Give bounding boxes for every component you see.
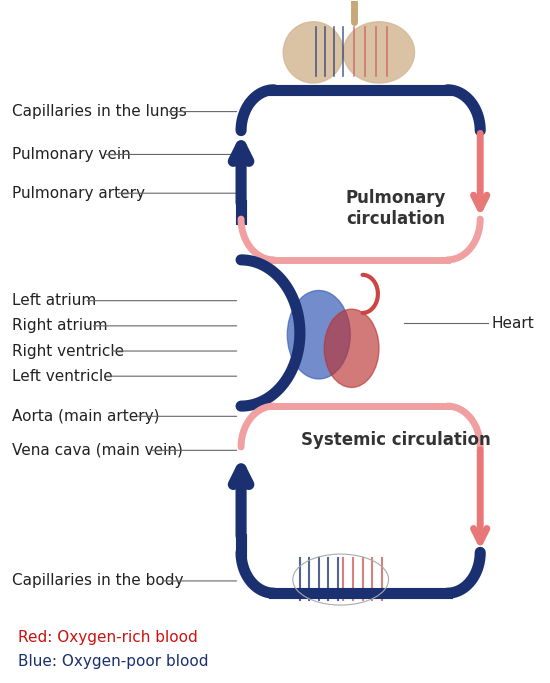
Polygon shape [343,22,415,83]
Ellipse shape [287,290,350,379]
Text: Red: Oxygen-rich blood: Red: Oxygen-rich blood [18,630,197,645]
Text: Heart: Heart [491,316,534,331]
Text: Pulmonary
circulation: Pulmonary circulation [345,189,446,228]
Text: Systemic circulation: Systemic circulation [300,431,490,449]
Polygon shape [283,22,343,83]
Text: Aorta (main artery): Aorta (main artery) [12,409,160,424]
Text: Vena cava (main vein): Vena cava (main vein) [12,443,183,458]
Text: Right ventricle: Right ventricle [12,344,124,359]
Text: Blue: Oxygen-poor blood: Blue: Oxygen-poor blood [18,654,208,669]
Text: Left atrium: Left atrium [12,293,97,308]
Text: Pulmonary vein: Pulmonary vein [12,147,131,162]
Text: Right atrium: Right atrium [12,318,108,333]
Text: Left ventricle: Left ventricle [12,369,113,384]
Text: Capillaries in the body: Capillaries in the body [12,574,184,589]
Text: Pulmonary artery: Pulmonary artery [12,186,145,201]
Ellipse shape [324,309,379,387]
Text: Capillaries in the lungs: Capillaries in the lungs [12,104,187,119]
